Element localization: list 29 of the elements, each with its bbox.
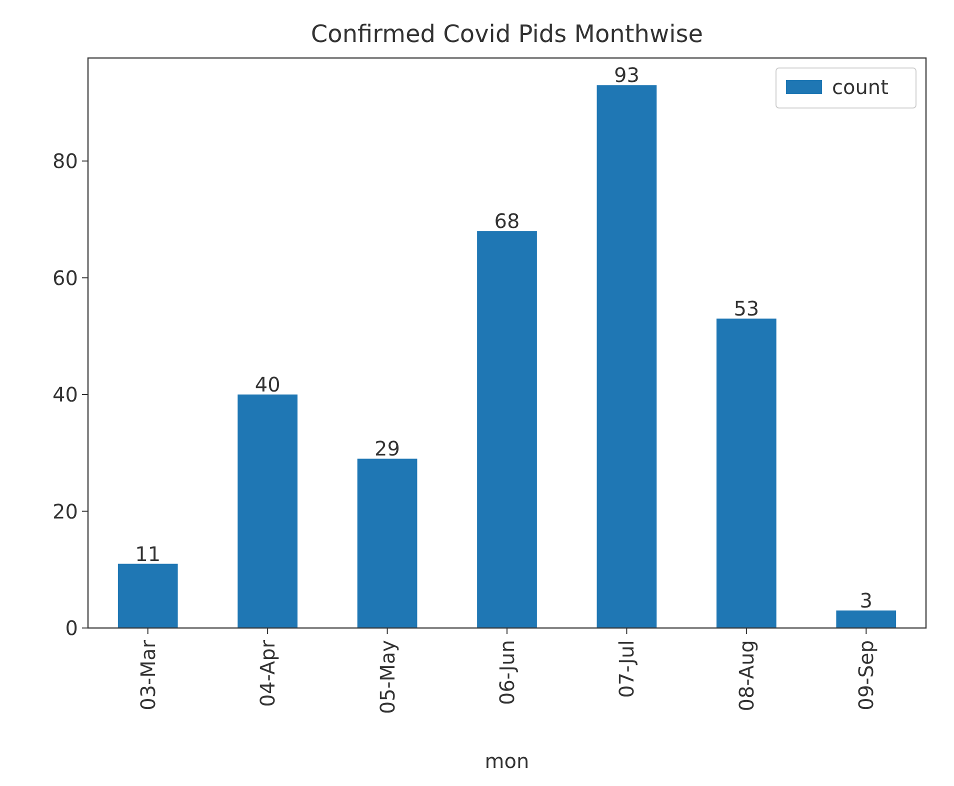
- legend-label: count: [832, 75, 889, 99]
- data-label: 53: [734, 296, 760, 321]
- data-label: 11: [135, 542, 161, 566]
- bar: [238, 394, 298, 628]
- x-tick-label: 03-Mar: [136, 639, 160, 710]
- bar: [716, 318, 776, 628]
- x-tick-label: 08-Aug: [734, 640, 758, 712]
- x-tick-label: 09-Sep: [854, 640, 878, 710]
- y-tick-label: 80: [52, 149, 78, 174]
- data-label: 68: [494, 209, 520, 234]
- y-tick-label: 40: [52, 382, 78, 407]
- x-tick-label: 07-Jul: [614, 640, 639, 698]
- bar: [836, 610, 896, 628]
- bar: [596, 85, 657, 628]
- data-label: 40: [254, 372, 280, 397]
- data-label: 93: [614, 63, 640, 88]
- x-tick-label: 05-May: [375, 640, 400, 714]
- y-tick-label: 60: [52, 266, 78, 290]
- data-label: 29: [374, 436, 400, 461]
- bar: [477, 231, 537, 628]
- y-tick-label: 0: [65, 616, 78, 640]
- bar: [357, 458, 418, 628]
- x-tick-label: 06-Jun: [495, 640, 519, 706]
- x-tick-label: 04-Apr: [256, 639, 280, 707]
- data-label: 3: [860, 588, 873, 612]
- y-tick-label: 20: [52, 499, 78, 524]
- chart-title: Confirmed Covid Pids Monthwise: [310, 20, 704, 48]
- bar: [118, 564, 178, 628]
- x-axis-title: mon: [484, 749, 530, 773]
